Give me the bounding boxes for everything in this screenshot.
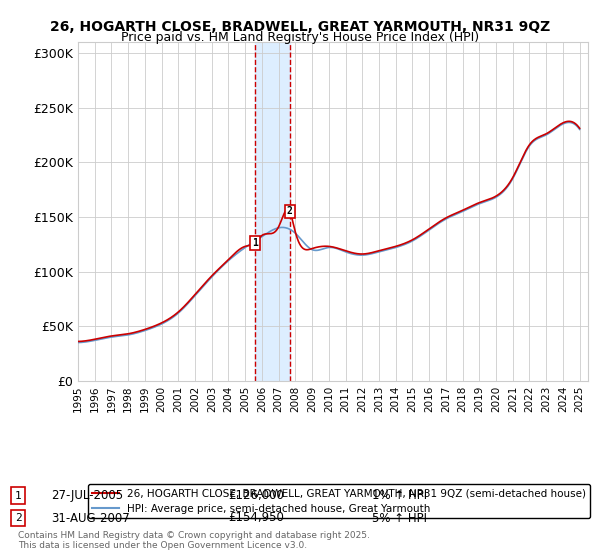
Text: 1: 1 bbox=[252, 238, 257, 248]
Legend: 26, HOGARTH CLOSE, BRADWELL, GREAT YARMOUTH, NR31 9QZ (semi-detached house), HPI: 26, HOGARTH CLOSE, BRADWELL, GREAT YARMO… bbox=[88, 484, 590, 518]
Bar bbox=[255, 42, 290, 381]
Text: Price paid vs. HM Land Registry's House Price Index (HPI): Price paid vs. HM Land Registry's House … bbox=[121, 31, 479, 44]
Text: 2: 2 bbox=[14, 513, 22, 523]
Text: 26, HOGARTH CLOSE, BRADWELL, GREAT YARMOUTH, NR31 9QZ: 26, HOGARTH CLOSE, BRADWELL, GREAT YARMO… bbox=[50, 20, 550, 34]
Text: 1% ↑ HPI: 1% ↑ HPI bbox=[372, 489, 427, 502]
Text: 1: 1 bbox=[14, 491, 22, 501]
Text: £154,950: £154,950 bbox=[228, 511, 284, 525]
Text: £126,000: £126,000 bbox=[228, 489, 284, 502]
Text: 27-JUL-2005: 27-JUL-2005 bbox=[51, 489, 123, 502]
Text: 5% ↑ HPI: 5% ↑ HPI bbox=[372, 511, 427, 525]
Text: 2: 2 bbox=[287, 207, 293, 217]
Text: Contains HM Land Registry data © Crown copyright and database right 2025.
This d: Contains HM Land Registry data © Crown c… bbox=[18, 530, 370, 550]
Text: 31-AUG-2007: 31-AUG-2007 bbox=[51, 511, 130, 525]
